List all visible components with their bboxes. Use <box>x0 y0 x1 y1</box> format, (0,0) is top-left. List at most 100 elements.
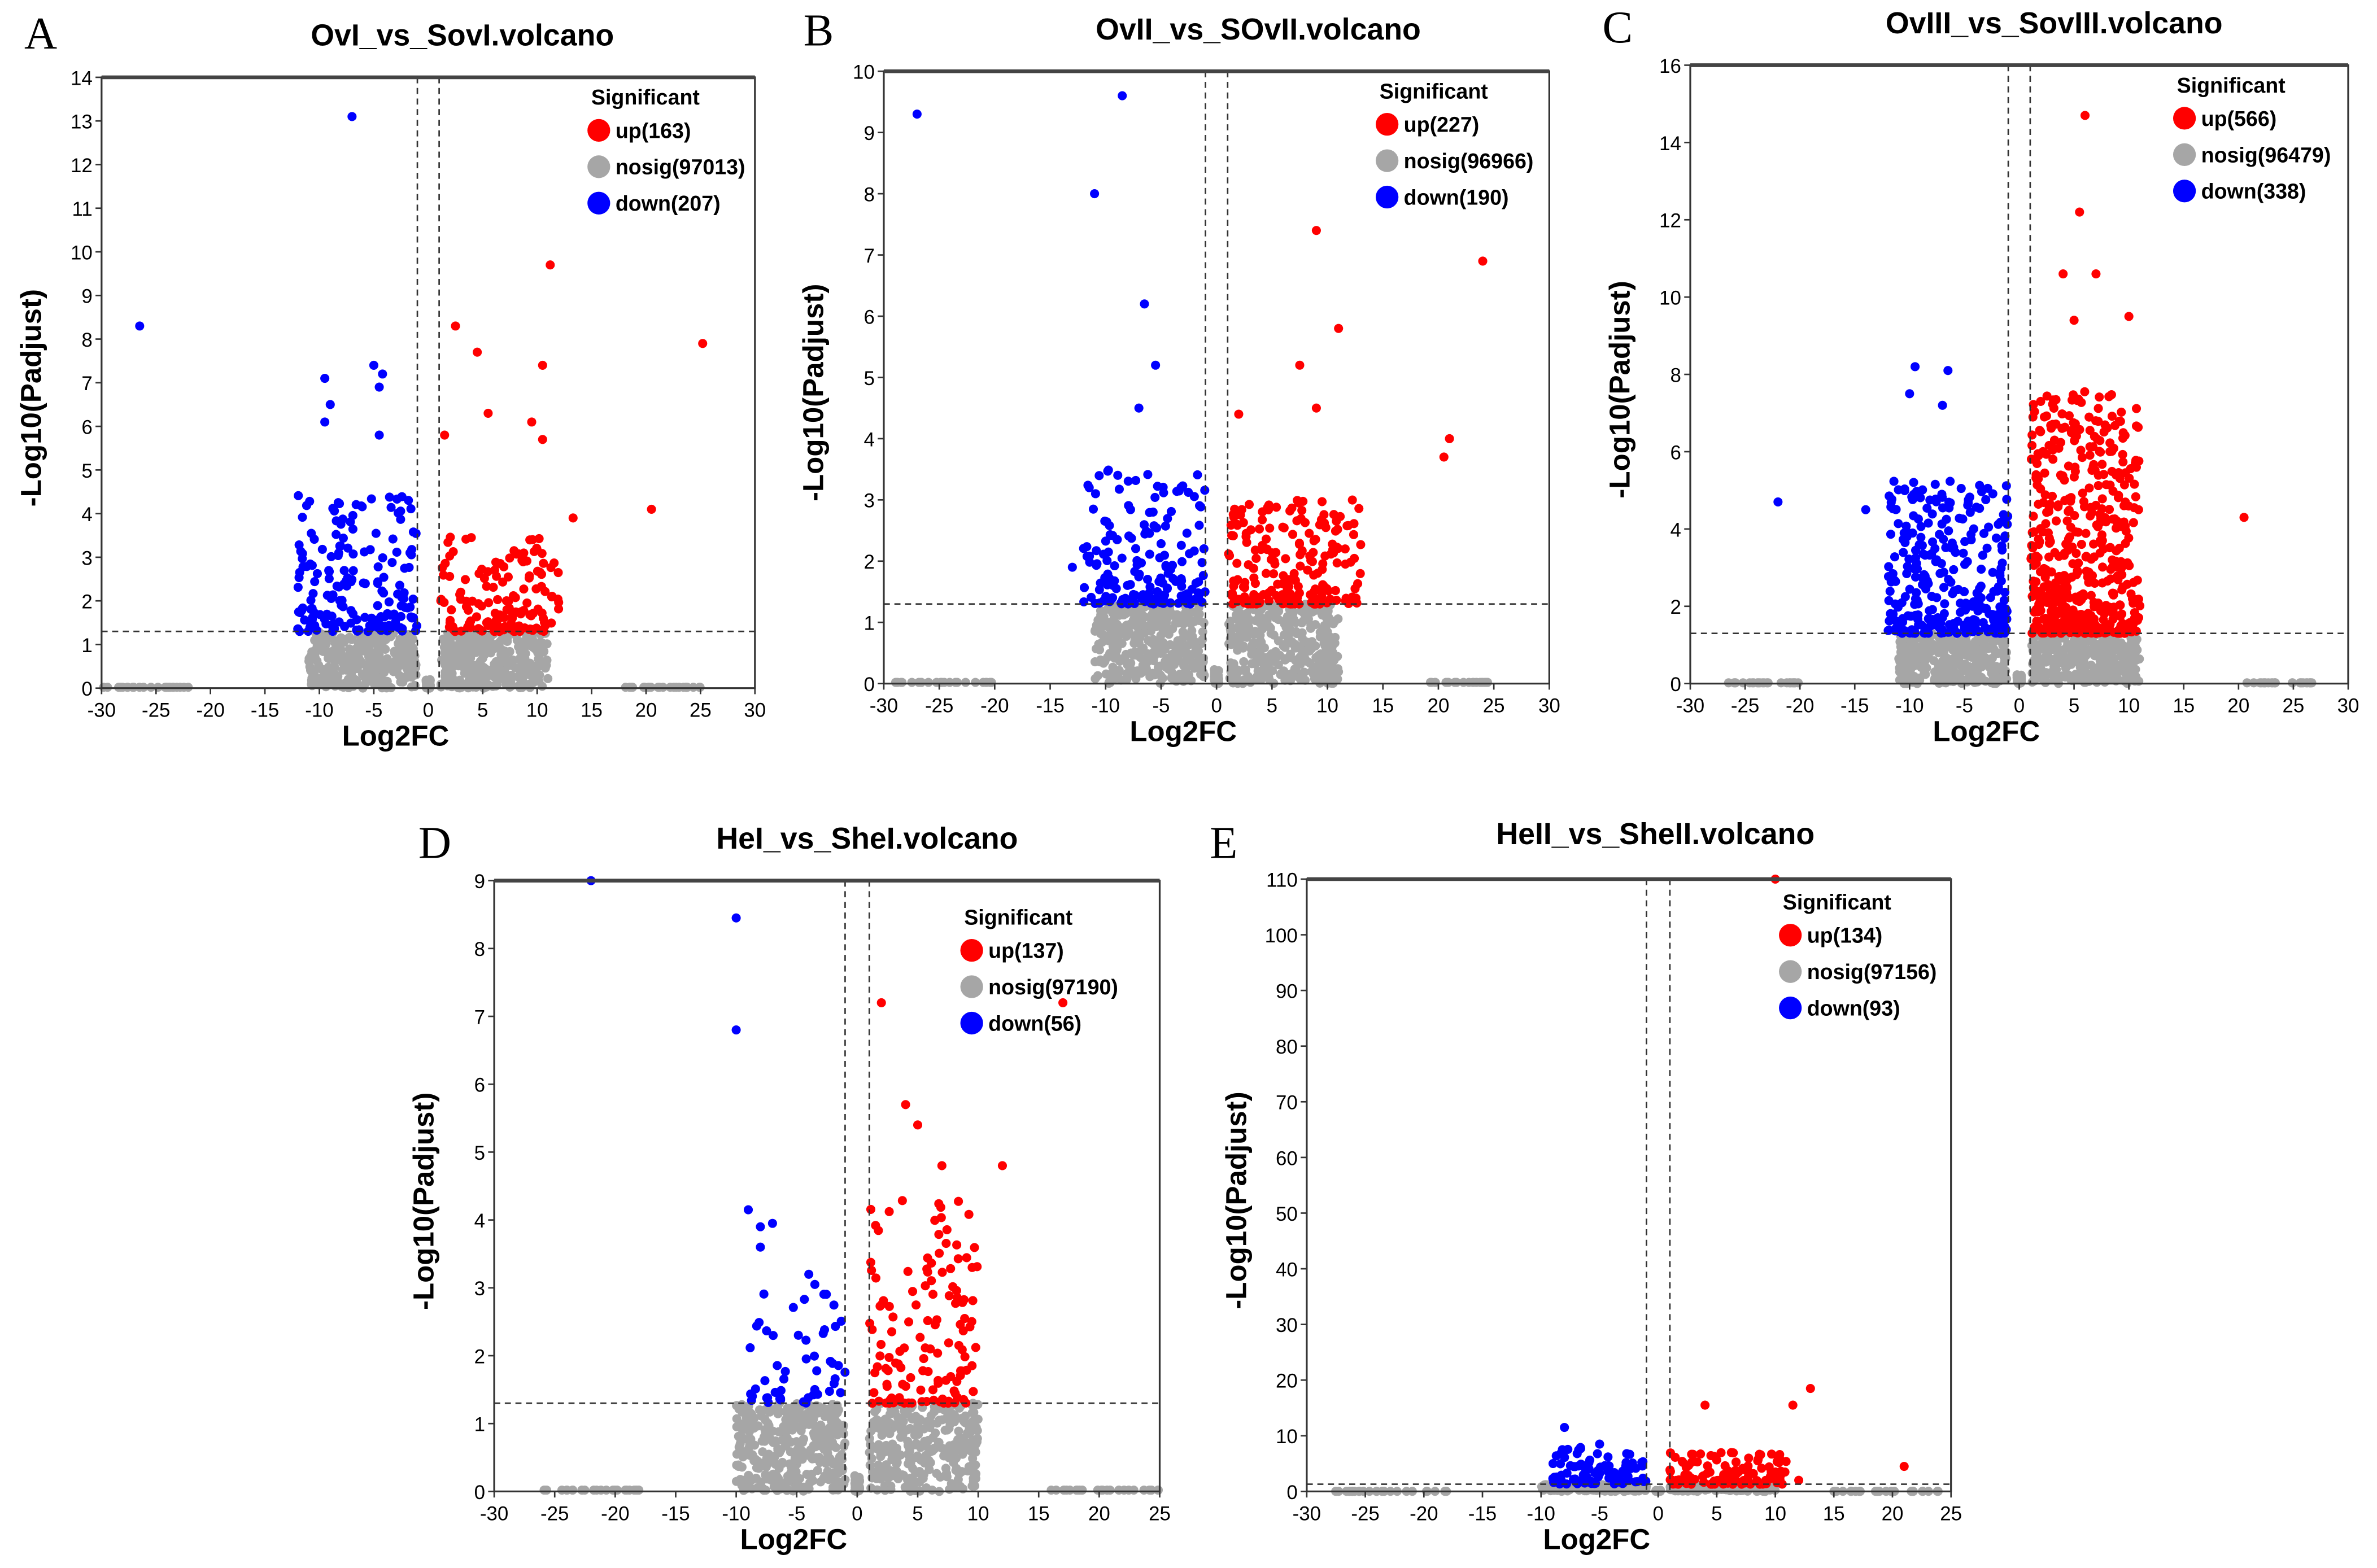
plot-frame <box>493 880 1161 1493</box>
up-point <box>1272 503 1281 512</box>
nosig-point <box>2108 647 2117 657</box>
nosig-point <box>1181 648 1191 658</box>
up-point <box>2112 562 2121 572</box>
up-point <box>2063 545 2073 555</box>
nosig-point <box>784 1419 795 1429</box>
up-point <box>2065 593 2074 602</box>
up-point <box>2112 523 2121 533</box>
x-tick-label: 0 <box>2014 695 2025 717</box>
nosig-point <box>1292 628 1302 639</box>
y-tick-label: 4 <box>1670 519 1681 541</box>
up-point <box>538 435 547 444</box>
up-point <box>1300 518 1310 527</box>
up-point <box>1234 409 1244 419</box>
nosig-point <box>501 679 511 689</box>
nosig-point <box>342 657 352 667</box>
down-point <box>325 400 335 409</box>
up-point <box>2124 533 2134 543</box>
down-point <box>408 527 418 537</box>
nosig-point <box>978 678 988 687</box>
x-tick-label: -5 <box>365 700 382 722</box>
nosig-point <box>2040 672 2049 682</box>
down-point <box>339 566 349 575</box>
up-point <box>538 360 547 370</box>
nosig-point <box>376 674 385 684</box>
up-point <box>537 608 547 618</box>
down-point <box>399 588 409 598</box>
down-point <box>1100 573 1110 583</box>
down-point <box>1092 546 1101 556</box>
x-tick-label: 30 <box>1538 695 1560 717</box>
up-point <box>1238 518 1248 527</box>
nosig-point <box>465 656 474 666</box>
up-point <box>2116 417 2125 426</box>
down-point <box>320 374 330 383</box>
nosig-point <box>1957 641 1966 651</box>
down-point <box>374 382 384 392</box>
up-point <box>930 1216 940 1225</box>
nosig-point <box>309 649 319 658</box>
down-point <box>731 913 741 923</box>
x-tick-label: 30 <box>2337 695 2359 717</box>
nosig-point <box>621 1485 630 1495</box>
nosig-point <box>2027 669 2038 678</box>
down-point <box>332 530 341 539</box>
down-point <box>346 517 355 527</box>
x-tick-label: 10 <box>2118 695 2140 717</box>
down-point <box>385 492 394 502</box>
up-point <box>1303 565 1312 575</box>
nosig-point <box>956 1467 966 1477</box>
nosig-point <box>1178 627 1188 636</box>
nosig-point <box>737 1423 747 1432</box>
up-point <box>2042 622 2052 632</box>
down-point <box>329 619 338 629</box>
up-point <box>489 583 498 592</box>
nosig-point <box>1187 626 1197 636</box>
down-point <box>1156 539 1166 549</box>
down-point <box>1995 615 2005 625</box>
down-point <box>1090 189 1100 199</box>
nosig-point <box>803 1408 813 1418</box>
down-point <box>776 1386 786 1395</box>
up-point <box>923 1316 932 1326</box>
up-point <box>937 1394 947 1404</box>
x-tick-label: 25 <box>690 700 712 722</box>
nosig-point <box>333 671 343 681</box>
nosig-point <box>1093 1485 1102 1495</box>
down-point <box>1108 593 1118 602</box>
nosig-point <box>1443 678 1453 687</box>
up-point <box>2043 528 2053 538</box>
up-point <box>474 569 484 578</box>
up-point <box>524 573 534 583</box>
up-point <box>2115 600 2125 610</box>
nosig-point <box>829 1409 839 1419</box>
up-point <box>950 1299 961 1308</box>
up-point <box>2089 614 2099 624</box>
up-point <box>511 607 521 617</box>
up-point <box>960 1313 970 1324</box>
nosig-point <box>1130 631 1140 641</box>
nosig-point <box>395 635 405 644</box>
nosig-point <box>871 1416 881 1425</box>
legend-nosig-marker <box>1376 149 1399 172</box>
x-tick-label: 5 <box>912 1503 923 1525</box>
down-point <box>295 567 304 577</box>
up-point <box>2118 433 2128 443</box>
up-point <box>2040 468 2049 478</box>
up-point <box>884 1207 894 1216</box>
down-point <box>1946 477 1955 486</box>
up-point <box>2076 445 2086 455</box>
up-point <box>1331 586 1340 596</box>
down-point <box>1088 504 1098 514</box>
nosig-point <box>808 1476 818 1486</box>
nosig-point <box>971 1435 981 1444</box>
up-point <box>1341 596 1350 606</box>
down-point <box>1110 561 1119 571</box>
x-tick-label: 10 <box>526 700 548 722</box>
x-tick-label: -20 <box>980 695 1009 717</box>
down-point <box>1142 574 1153 584</box>
up-point <box>1279 571 1288 580</box>
up-point <box>2095 392 2104 402</box>
up-point <box>2053 502 2063 512</box>
nosig-point <box>1171 648 1181 658</box>
